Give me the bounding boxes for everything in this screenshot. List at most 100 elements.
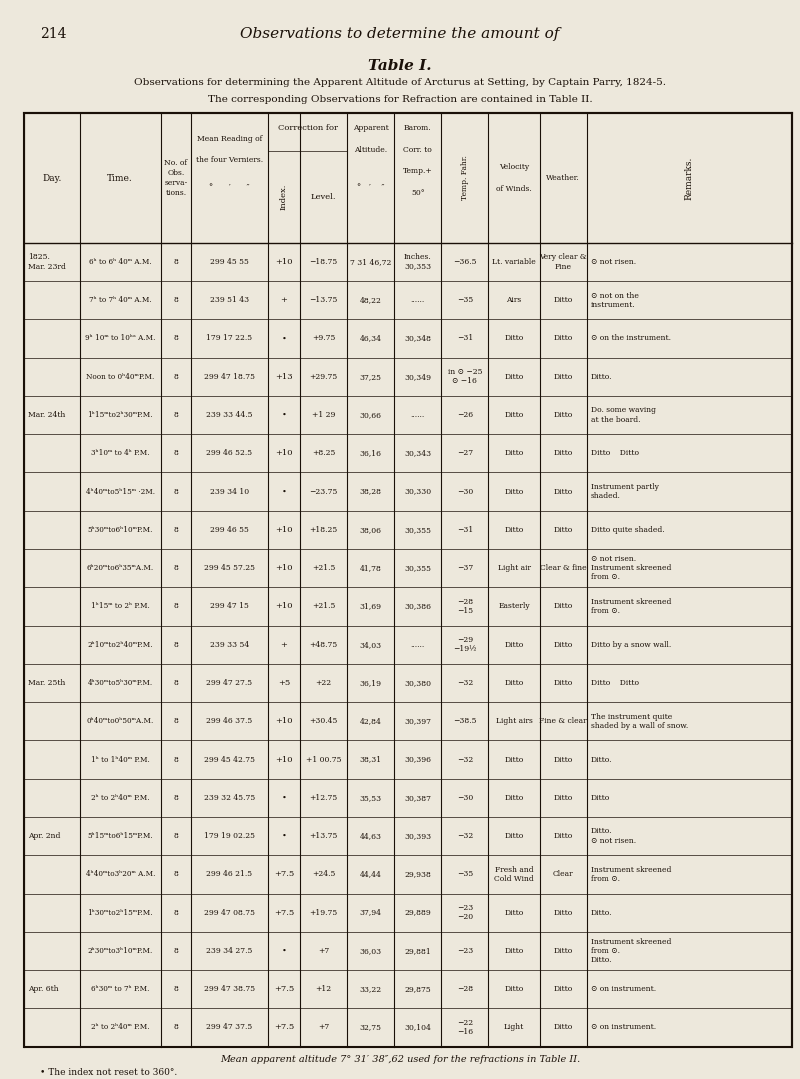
Text: Ditto: Ditto (554, 411, 573, 419)
Text: +21.5: +21.5 (312, 564, 335, 572)
Text: 239 32 45.75: 239 32 45.75 (204, 794, 255, 802)
Text: 299 47 08.75: 299 47 08.75 (204, 909, 254, 917)
Text: Inches.
30,353: Inches. 30,353 (404, 254, 432, 271)
Text: Ditto by a snow wall.: Ditto by a snow wall. (590, 641, 671, 648)
Text: 5ʰ15ᵐto6ʰ15ᵐP.M.: 5ʰ15ᵐto6ʰ15ᵐP.M. (87, 832, 153, 841)
Text: Instrument skreened
from ⊙.: Instrument skreened from ⊙. (590, 865, 671, 883)
Text: −23: −23 (457, 947, 473, 955)
Text: 6ʰ30ᵐ to 7ʰ P.M.: 6ʰ30ᵐ to 7ʰ P.M. (91, 985, 150, 993)
Text: +10: +10 (275, 258, 293, 265)
Text: Ditto: Ditto (505, 909, 524, 917)
Text: −23
−20: −23 −20 (457, 904, 473, 921)
Text: 299 47 27.5: 299 47 27.5 (206, 679, 252, 687)
Text: Light: Light (504, 1024, 524, 1032)
Text: 8: 8 (174, 755, 178, 764)
Text: +10: +10 (275, 449, 293, 457)
Text: +29.75: +29.75 (310, 372, 338, 381)
Text: Ditto quite shaded.: Ditto quite shaded. (590, 525, 664, 534)
Text: 8: 8 (174, 488, 178, 495)
Text: Airs: Airs (506, 297, 522, 304)
Text: 179 17 22.5: 179 17 22.5 (206, 334, 252, 342)
Text: 38,31: 38,31 (360, 755, 382, 764)
Text: 8: 8 (174, 947, 178, 955)
Text: −29
−19½: −29 −19½ (453, 637, 477, 653)
Text: 8: 8 (174, 602, 178, 611)
Text: Ditto: Ditto (505, 679, 524, 687)
Text: Ditto: Ditto (554, 372, 573, 381)
Text: ......: ...... (410, 641, 425, 648)
Text: Altitude.: Altitude. (354, 146, 387, 153)
Text: No. of
Obs.
serva-
tions.: No. of Obs. serva- tions. (164, 160, 187, 196)
Text: Remarks.: Remarks. (685, 156, 694, 200)
Text: +13: +13 (275, 372, 293, 381)
Text: Clear & fine: Clear & fine (540, 564, 586, 572)
Text: 35,53: 35,53 (360, 794, 382, 802)
Text: Ditto: Ditto (554, 985, 573, 993)
Text: Corr. to: Corr. to (403, 146, 432, 153)
Text: 36,03: 36,03 (360, 947, 382, 955)
Text: +7.5: +7.5 (274, 871, 294, 878)
Text: −28: −28 (457, 985, 473, 993)
Text: −30: −30 (457, 488, 473, 495)
Text: 29,881: 29,881 (405, 947, 431, 955)
Text: 30,380: 30,380 (404, 679, 431, 687)
Text: Table I.: Table I. (368, 59, 432, 73)
Text: Ditto: Ditto (505, 488, 524, 495)
Text: ......: ...... (410, 411, 425, 419)
Text: in ⊙ −25
⊙ −16: in ⊙ −25 ⊙ −16 (448, 368, 482, 385)
Text: Ditto: Ditto (505, 449, 524, 457)
Text: +24.5: +24.5 (312, 871, 335, 878)
Text: −38.5: −38.5 (453, 718, 477, 725)
Text: 8: 8 (174, 718, 178, 725)
Text: °      ′      ″: ° ′ ″ (209, 183, 250, 191)
Text: ......: ...... (410, 297, 425, 304)
Text: Barom.: Barom. (404, 124, 432, 132)
Text: Ditto: Ditto (554, 794, 573, 802)
Text: 239 34 27.5: 239 34 27.5 (206, 947, 253, 955)
Text: Ditto: Ditto (554, 602, 573, 611)
Text: Easterly: Easterly (498, 602, 530, 611)
Text: Ditto.
⊙ not risen.: Ditto. ⊙ not risen. (590, 828, 636, 845)
Text: 239 33 54: 239 33 54 (210, 641, 249, 648)
Text: Ditto: Ditto (590, 794, 610, 802)
Text: −27: −27 (457, 449, 473, 457)
Text: •: • (282, 832, 286, 841)
Text: of Winds.: of Winds. (496, 185, 532, 193)
Text: Observations to determine the amount of: Observations to determine the amount of (240, 27, 560, 41)
Text: 8: 8 (174, 564, 178, 572)
Text: 179 19 02.25: 179 19 02.25 (204, 832, 254, 841)
Text: 32,75: 32,75 (360, 1024, 382, 1032)
Text: 36,16: 36,16 (360, 449, 382, 457)
Text: °   ′    ″: ° ′ ″ (357, 183, 385, 191)
Text: Ditto: Ditto (505, 755, 524, 764)
Text: Mar. 25th: Mar. 25th (28, 679, 66, 687)
Text: −13.75: −13.75 (310, 297, 338, 304)
Text: +10: +10 (275, 525, 293, 534)
Text: +7: +7 (318, 947, 330, 955)
Text: 7ʰ to 7ʰ 40ᵐ A.M.: 7ʰ to 7ʰ 40ᵐ A.M. (89, 297, 151, 304)
Text: +7.5: +7.5 (274, 985, 294, 993)
Text: 41,78: 41,78 (360, 564, 382, 572)
Text: Ditto: Ditto (505, 334, 524, 342)
Text: • The index not reset to 360°.: • The index not reset to 360°. (40, 1068, 178, 1077)
Text: 8: 8 (174, 871, 178, 878)
Text: +10: +10 (275, 602, 293, 611)
Text: 239 51 43: 239 51 43 (210, 297, 249, 304)
Text: +10: +10 (275, 755, 293, 764)
Text: Fine & clear: Fine & clear (539, 718, 587, 725)
Text: 8: 8 (174, 832, 178, 841)
Text: 29,875: 29,875 (405, 985, 431, 993)
Text: 2ʰ to 2ʰ40ᵐ P.M.: 2ʰ to 2ʰ40ᵐ P.M. (91, 794, 150, 802)
Text: Very clear &
Fine: Very clear & Fine (539, 254, 587, 271)
Text: 8: 8 (174, 909, 178, 917)
Text: 29,889: 29,889 (405, 909, 431, 917)
Text: +7: +7 (318, 1024, 330, 1032)
Text: 34,03: 34,03 (360, 641, 382, 648)
Text: Ditto: Ditto (505, 794, 524, 802)
Text: +10: +10 (275, 718, 293, 725)
Text: −32: −32 (457, 679, 473, 687)
Text: 37,94: 37,94 (360, 909, 382, 917)
Text: Ditto: Ditto (554, 488, 573, 495)
Text: +12.75: +12.75 (310, 794, 338, 802)
Text: +12: +12 (316, 985, 332, 993)
